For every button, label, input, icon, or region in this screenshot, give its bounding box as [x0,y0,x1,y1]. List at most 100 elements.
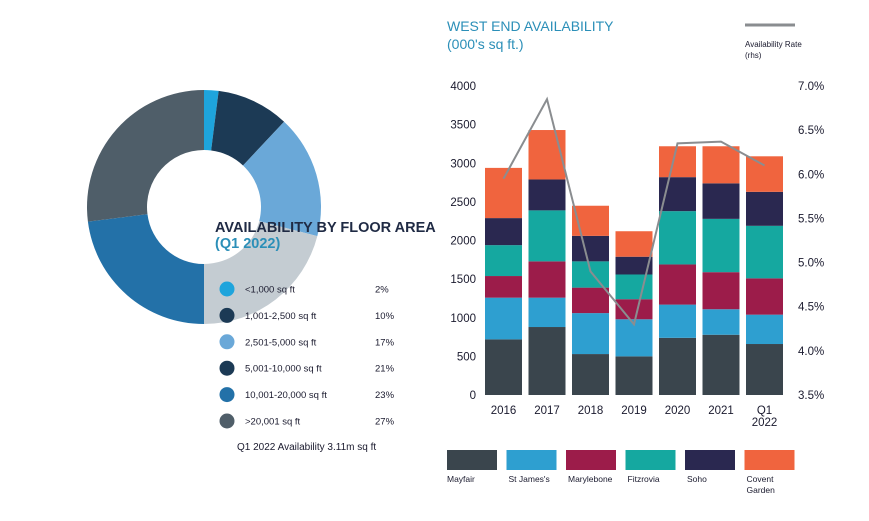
y-tick-3: 1500 [450,274,476,286]
bar-1-2 [528,261,566,298]
bar-legend-swatch-2 [566,450,616,470]
rate-line-path [502,96,765,327]
donut-slice-5 [87,89,204,222]
donut-legend-label-1: 1,001-2,500 sq ft [245,311,317,322]
bar-0-2 [485,276,522,298]
bar-title: WEST END AVAILABILITY [447,18,614,34]
x-tick-6-0: Q1 [757,405,772,417]
donut-legend-dot-4 [219,387,235,403]
bar-legend-label-3: Fitzrovia [628,474,660,484]
x-tick-3: 2019 [621,405,647,417]
line-legend-label-2: (rhs) [745,51,762,60]
donut-legend-value-0: 2% [375,285,389,296]
donut-legend: <1,000 sq ft 2% 1,001-2,500 sq ft 10% 2,501-… [219,281,395,429]
donut-legend-value-3: 21% [375,364,395,375]
bar-legend-label-1: St James's [509,474,550,484]
bar-1-0 [528,327,566,395]
bar-1-3 [528,210,566,262]
bar-5-0 [702,334,740,395]
bar-subtitle: (000's sq ft.) [447,36,524,52]
bar-legend-label-5-0: Covent [747,474,775,484]
bar-legend-label-2: Marylebone [568,474,613,484]
bar-5-1 [702,309,740,335]
bar-legend-swatch-4 [685,450,735,470]
donut-legend-value-4: 23% [375,390,395,401]
bar-legend-label-0: Mayfair [447,474,475,484]
donut-slice-1 [211,90,285,166]
bar-4-1 [659,304,696,338]
donut-legend-value-5: 27% [375,417,395,428]
donut-slice-3 [204,221,318,324]
donut-legend-dot-1 [219,307,235,323]
donut-legend-dot-5 [219,413,235,429]
y2-tick-7: 7.0% [798,81,824,93]
donut-title: AVAILABILITY BY FLOOR AREA [215,220,436,236]
donut-footnote: Q1 2022 Availability 3.11m sq ft [237,442,376,453]
bar-4-5 [659,146,696,178]
bar-6-0 [746,344,783,395]
bar-2-2 [572,287,609,314]
y2-tick-2: 4.5% [798,302,824,314]
bar-legend-label-4: Soho [687,474,707,484]
availability-rate-line [502,96,765,327]
y-axis-left: 0 500 1000 1500 2000 2500 3000 3500 4000 [450,81,476,402]
y-tick-7: 3500 [450,120,476,132]
x-tick-1: 2017 [534,405,560,417]
bar-4-3 [659,211,696,265]
bar-6-3 [746,225,783,279]
bar-6-2 [746,278,783,315]
donut-slice-0 [204,90,219,151]
bar-1-4 [528,179,566,211]
y2-tick-1: 4.0% [798,346,824,358]
bar-4-2 [659,264,696,305]
bar-5-3 [702,218,740,273]
bar-3-5 [615,231,653,257]
donut-legend-label-5: >20,001 sq ft [245,417,301,428]
bar-legend-swatch-0 [447,450,497,470]
y-tick-0: 0 [470,390,476,402]
bar-5-5 [702,146,740,184]
donut-legend-dot-0 [219,281,235,297]
y2-tick-0: 3.5% [798,390,824,402]
bar-2-4 [572,235,609,262]
y-tick-1: 500 [457,351,476,363]
bar-3-4 [615,256,653,275]
donut-slice-2 [243,121,321,237]
y2-tick-6: 6.5% [798,125,824,137]
bar-0-5 [485,167,522,219]
bar-0-4 [485,218,522,246]
bar-6-5 [746,156,783,192]
bar-5-2 [702,272,740,310]
x-tick-5: 2021 [708,405,734,417]
bar-1-1 [528,297,566,328]
bar-legend-swatch-3 [625,450,676,470]
y-tick-4: 2000 [450,236,476,248]
x-tick-0: 2016 [491,405,517,417]
x-tick-2: 2018 [578,405,604,417]
bar-3-3 [615,274,653,300]
x-tick-4: 2020 [665,405,691,417]
y-tick-8: 4000 [450,81,476,93]
bar-4-0 [659,337,696,395]
donut-legend-value-2: 17% [375,337,395,348]
y2-tick-4: 5.5% [798,213,824,225]
y2-tick-5: 6.0% [798,169,824,181]
y-tick-6: 3000 [450,158,476,170]
donut-legend-value-1: 10% [375,311,395,322]
donut-legend-label-2: 2,501-5,000 sq ft [245,337,317,348]
y2-tick-3: 5.0% [798,258,824,270]
bar-2-0 [572,354,609,395]
donut-slice-4 [87,214,204,324]
donut-legend-label-3: 5,001-10,000 sq ft [245,364,322,375]
bar-5-4 [702,183,740,219]
x-tick-6-1: 2022 [752,417,778,429]
donut-legend-label-0: <1,000 sq ft [245,285,295,296]
bar-legend: Mayfair St James's Marylebone Fitzrovia Soho… [447,450,795,495]
y-tick-5: 2500 [450,197,476,209]
bar-legend-label-5-1: Garden [747,485,776,495]
y-tick-2: 1000 [450,313,476,325]
bar-legend-swatch-5 [744,450,795,470]
bar-legend-swatch-1 [506,450,557,470]
